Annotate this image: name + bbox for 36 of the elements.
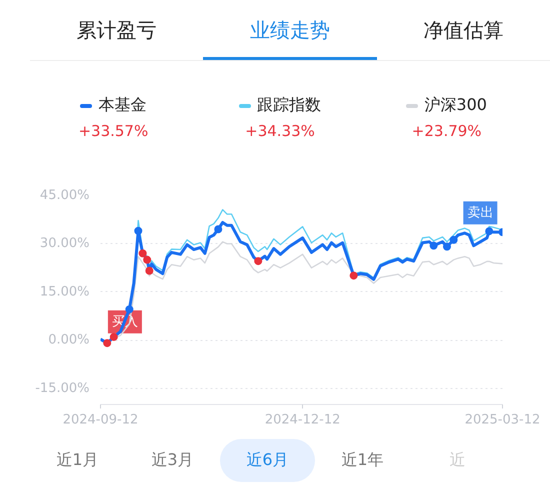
- annotation: 卖出: [467, 205, 494, 220]
- legend-label: 沪深300: [423, 94, 488, 116]
- y-tick-label: 0.00%: [48, 332, 90, 348]
- text: 近6月: [220, 439, 315, 482]
- legend-label: 本基金: [97, 94, 148, 116]
- point: [442, 242, 451, 251]
- text: 业绩走势: [203, 16, 377, 60]
- point: [110, 332, 118, 341]
- point: [125, 305, 134, 314]
- point: [214, 225, 222, 234]
- point: [145, 266, 154, 275]
- y-tick-label: -15.00%: [35, 380, 90, 396]
- text: 累计盈亏: [76, 17, 158, 44]
- text: 近1月: [55, 449, 100, 471]
- point: [485, 227, 494, 236]
- y-tick-label: 15.00%: [40, 284, 90, 300]
- point: [103, 339, 112, 348]
- point: [450, 236, 458, 244]
- legend-label: 跟踪指数: [256, 94, 322, 116]
- point: [254, 257, 262, 266]
- point: [134, 226, 142, 235]
- point: [430, 242, 438, 250]
- text: +34.33%: [244, 120, 316, 142]
- text: 净值估算: [422, 17, 504, 44]
- x-tick-label: 2024-12-12: [264, 412, 340, 428]
- x-tick-label: 2024-09-12: [62, 412, 138, 428]
- x-tick-label: 2025-03-12: [464, 412, 540, 428]
- text: +23.79%: [410, 120, 483, 142]
- y-tick-label: 30.00%: [40, 236, 90, 252]
- y-tick-label: 45.00%: [40, 188, 90, 203]
- point: [350, 272, 358, 280]
- point: [143, 256, 152, 264]
- text: 近3月: [150, 449, 195, 471]
- text: +33.57%: [77, 120, 150, 142]
- text: 近1年: [340, 449, 385, 471]
- point: [138, 249, 147, 258]
